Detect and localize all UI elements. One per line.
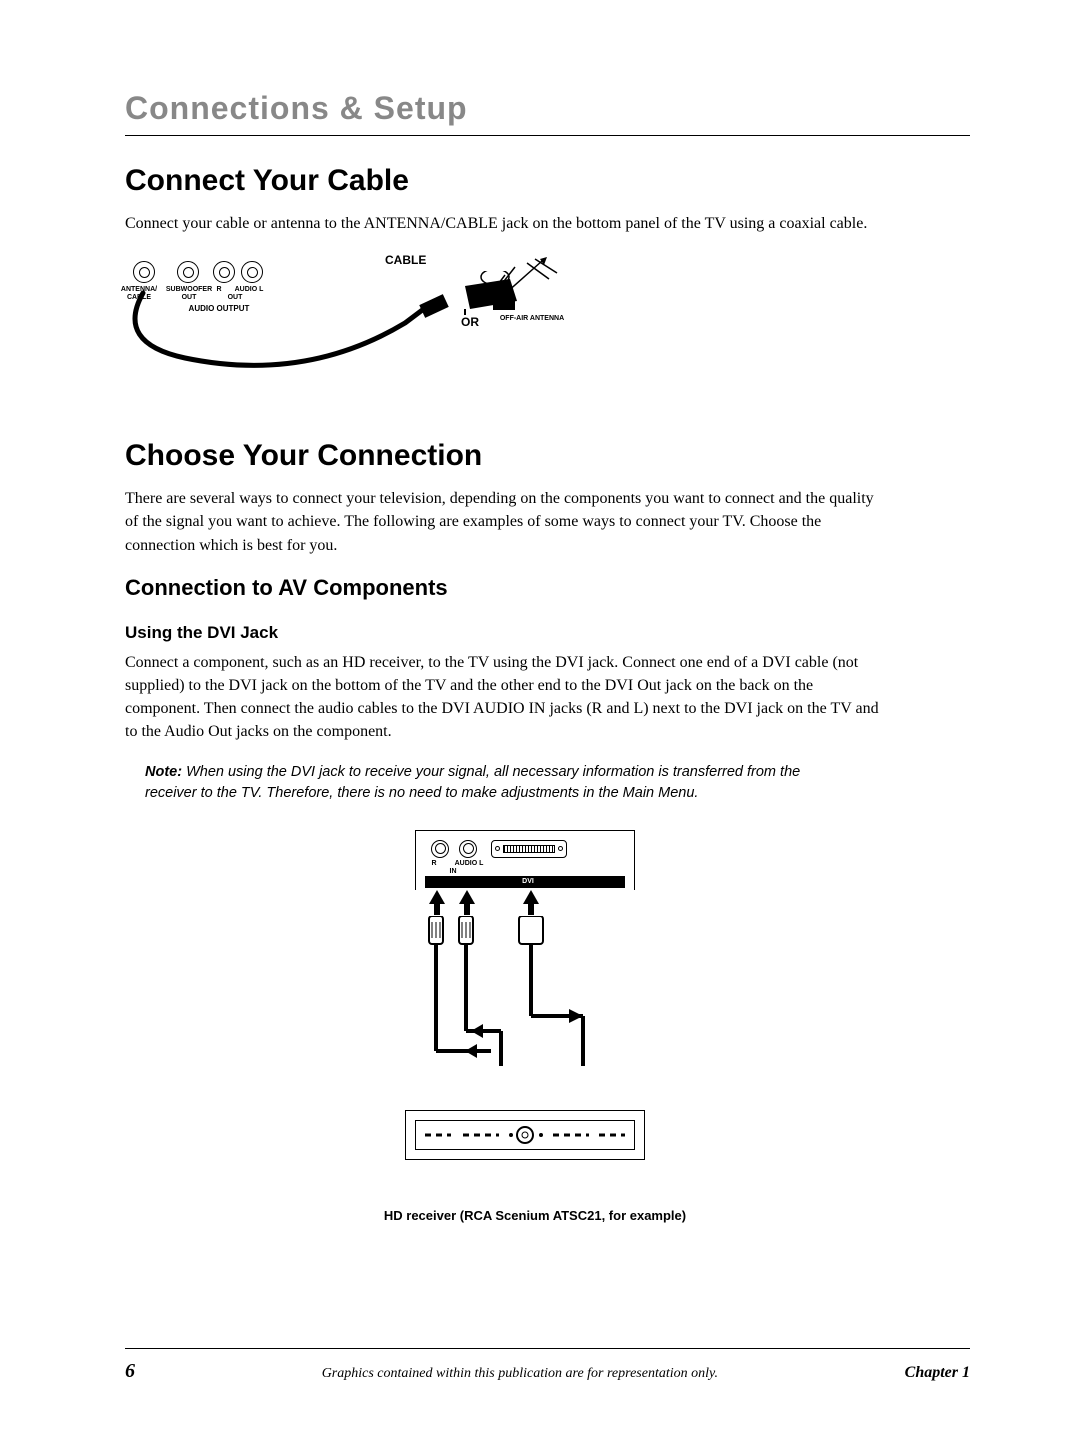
audio-l-jack-icon	[241, 261, 263, 283]
antenna-icon	[487, 253, 567, 313]
footer-mid-text: Graphics contained within this publicati…	[322, 1366, 718, 1382]
dvi-diagram: R AUDIO L IN DVI	[395, 830, 675, 1200]
dvi-port-icon	[491, 840, 567, 858]
page-number: 6	[125, 1360, 135, 1383]
section1-title: Connect Your Cable	[125, 164, 970, 198]
section2-text: There are several ways to connect your t…	[125, 487, 885, 557]
d2-dvi-label: DVI	[513, 878, 543, 885]
antenna-jack-icon	[133, 261, 155, 283]
subsection-title: Connection to AV Components	[125, 575, 970, 601]
subwoofer-jack-icon	[177, 261, 199, 283]
section1-text: Connect your cable or antenna to the ANT…	[125, 212, 885, 235]
note-label: Note:	[145, 764, 182, 780]
or-label: OR	[461, 315, 479, 329]
d2-audiol-label: AUDIO L	[449, 860, 489, 867]
d2-in-label: IN	[443, 868, 463, 875]
d2-r-label: R	[427, 860, 441, 867]
receiver-panel-icon	[421, 1126, 629, 1144]
audio-r-jack-icon	[213, 261, 235, 283]
section2-title: Choose Your Connection	[125, 439, 970, 473]
coax-cable-icon	[125, 283, 465, 383]
cable-label: CABLE	[385, 253, 426, 267]
top-rule	[125, 135, 970, 136]
note-block: Note: When using the DVI jack to receive…	[145, 762, 835, 804]
chapter-heading: Connections & Setup	[125, 90, 970, 127]
footer-chapter: Chapter 1	[905, 1364, 970, 1382]
note-text: When using the DVI jack to receive your …	[145, 764, 800, 801]
subsection-text: Connect a component, such as an HD recei…	[125, 651, 885, 744]
cables-icon	[423, 916, 623, 1076]
diagram2-caption: HD receiver (RCA Scenium ATSC21, for exa…	[384, 1208, 686, 1223]
footer: 6 Graphics contained within this publica…	[125, 1360, 970, 1383]
subsection-subtitle: Using the DVI Jack	[125, 623, 970, 643]
offair-label: OFF-AIR ANTENNA	[497, 315, 567, 323]
cable-diagram: ANTENNA/ CABLE SUBWOOFER OUT R AUDIO L O…	[125, 253, 685, 393]
dvi-audio-r-jack-icon	[431, 840, 449, 858]
dvi-audio-l-jack-icon	[459, 840, 477, 858]
footer-rule	[125, 1348, 970, 1349]
